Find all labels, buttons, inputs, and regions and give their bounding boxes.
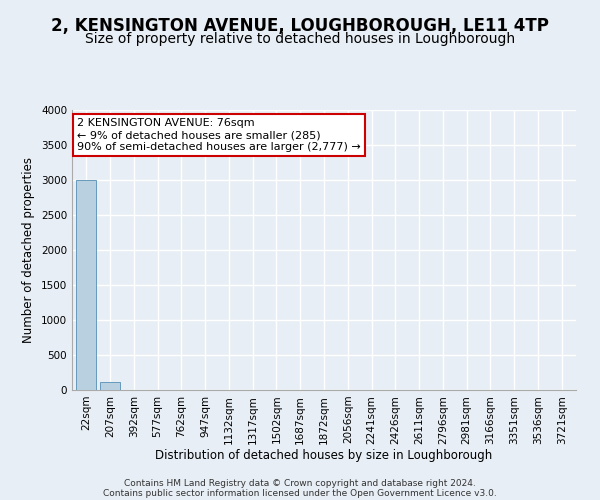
- Bar: [76, 180, 97, 390]
- Bar: [100, 382, 120, 390]
- X-axis label: Distribution of detached houses by size in Loughborough: Distribution of detached houses by size …: [155, 449, 493, 462]
- Text: Size of property relative to detached houses in Loughborough: Size of property relative to detached ho…: [85, 32, 515, 46]
- Text: Contains HM Land Registry data © Crown copyright and database right 2024.: Contains HM Land Registry data © Crown c…: [124, 478, 476, 488]
- Text: Contains public sector information licensed under the Open Government Licence v3: Contains public sector information licen…: [103, 488, 497, 498]
- Y-axis label: Number of detached properties: Number of detached properties: [22, 157, 35, 343]
- Text: 2, KENSINGTON AVENUE, LOUGHBOROUGH, LE11 4TP: 2, KENSINGTON AVENUE, LOUGHBOROUGH, LE11…: [51, 18, 549, 36]
- Text: 2 KENSINGTON AVENUE: 76sqm
← 9% of detached houses are smaller (285)
90% of semi: 2 KENSINGTON AVENUE: 76sqm ← 9% of detac…: [77, 118, 361, 152]
